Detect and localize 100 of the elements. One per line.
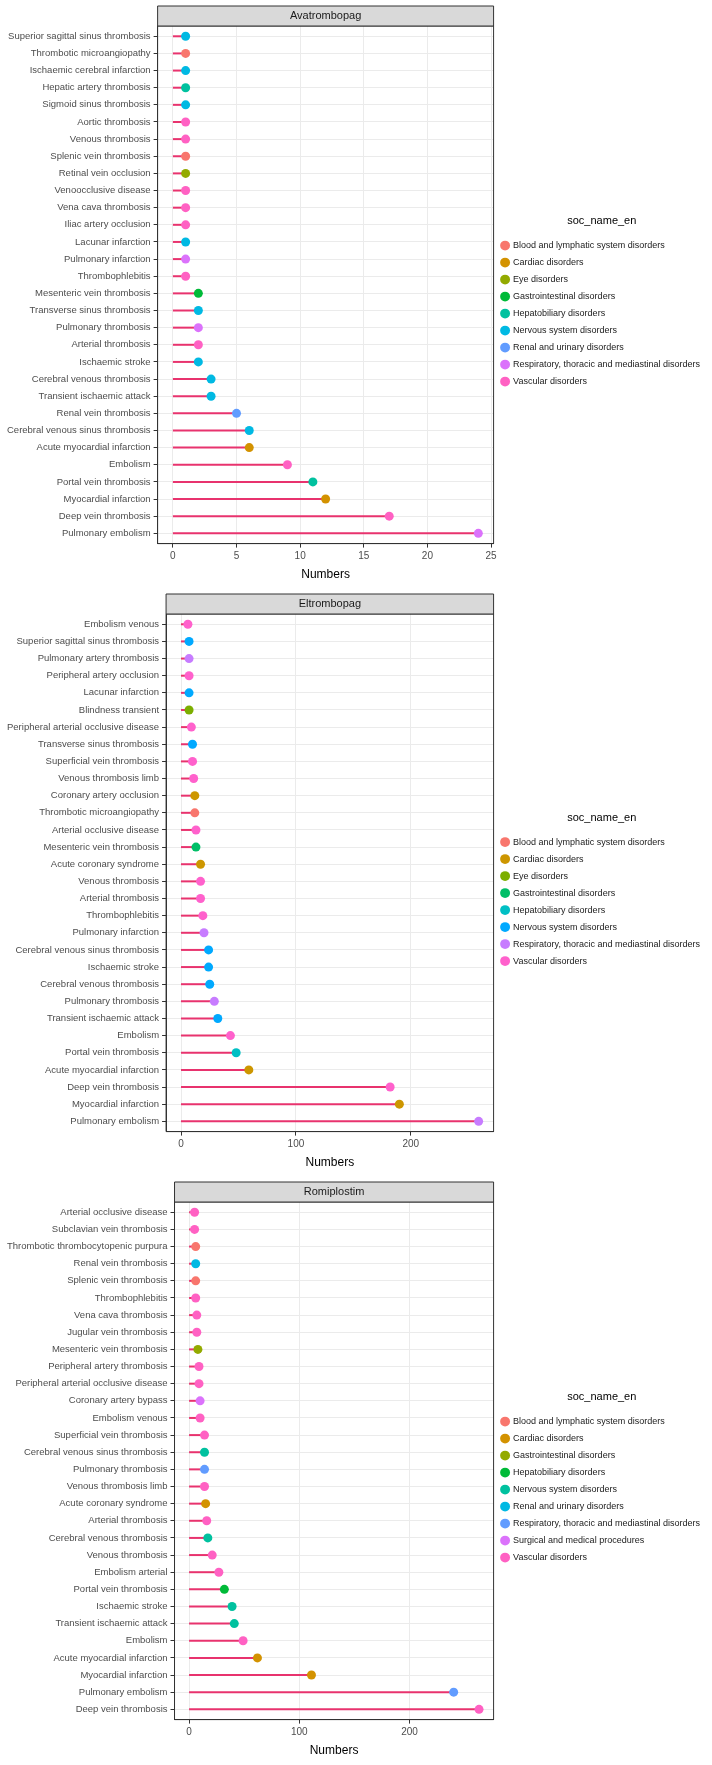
- y-tick-label: Portal vein thrombosis: [65, 1046, 160, 1058]
- legend-label: Renal and urinary disorders: [513, 342, 625, 353]
- y-tick-label: Ischaemic stroke: [79, 355, 151, 367]
- legend-label: Vascular disorders: [513, 1552, 588, 1563]
- y-tick-label: Embolism: [125, 1634, 168, 1646]
- x-axis-title: Numbers: [309, 1743, 359, 1758]
- y-tick-label: Pulmonary embolism: [78, 1685, 168, 1697]
- y-tick-label: Hepatic artery thrombosis: [42, 81, 151, 93]
- y-tick-label: Deep vein thrombosis: [75, 1702, 168, 1714]
- y-tick-label: Deep vein thrombosis: [67, 1080, 160, 1092]
- y-tick-label: Portal vein thrombosis: [56, 475, 151, 487]
- y-tick-label: Thrombotic microangiopathy: [30, 47, 151, 59]
- legend-label: Vascular disorders: [513, 376, 588, 387]
- y-tick-label: Renal vein thrombosis: [56, 406, 151, 418]
- legend-label: Gastrointestinal disorders: [513, 291, 616, 302]
- legend-label: Respiratory, thoracic and mediastinal disorders: [513, 938, 701, 949]
- y-tick-label: Myocardial infarction: [71, 1097, 160, 1109]
- legend-label: Blood and lymphatic system disorders: [513, 1416, 666, 1427]
- x-axis-title: Numbers: [301, 567, 350, 582]
- y-tick-label: Pulmonary embolism: [61, 526, 151, 538]
- y-tick-label: Transient ischaemic attack: [46, 1012, 160, 1024]
- y-tick-label: Acute myocardial infarction: [45, 1063, 160, 1075]
- y-tick-label: Peripheral arterial occlusive disease: [15, 1377, 168, 1389]
- y-tick-label: Pulmonary thrombosis: [56, 321, 151, 333]
- legend-label: Renal and urinary disorders: [513, 1501, 625, 1512]
- legend-label: Surgical and medical procedures: [513, 1535, 645, 1546]
- y-tick-label: Vena cava thrombosis: [57, 201, 151, 213]
- y-tick-label: Peripheral artery occlusion: [46, 669, 160, 681]
- y-tick-label: Venoocclusive disease: [54, 184, 151, 196]
- y-tick-label: Transverse sinus thrombosis: [29, 304, 151, 316]
- y-tick-label: Pulmonary thrombosis: [73, 1462, 168, 1474]
- y-tick-label: Arterial occlusive disease: [60, 1205, 168, 1217]
- y-tick-label: Embolism arterial: [94, 1565, 168, 1577]
- y-tick-label: Pulmonary infarction: [72, 926, 160, 938]
- legend-label: Nervous system disorders: [513, 921, 618, 932]
- x-axis-title: Numbers: [305, 1155, 355, 1170]
- legend-label: Cardiac disorders: [513, 853, 585, 864]
- y-tick-label: Embolism: [108, 458, 151, 470]
- y-tick-label: Renal vein thrombosis: [73, 1257, 168, 1269]
- y-tick-label: Thrombotic microangiopathy: [39, 806, 160, 818]
- legend-label: Cardiac disorders: [513, 1433, 585, 1444]
- legend-label: Blood and lymphatic system disorders: [513, 240, 666, 251]
- legend-label: Vascular disorders: [513, 955, 588, 966]
- y-tick-label: Splenic vein thrombosis: [50, 149, 151, 161]
- y-tick-label: Superior sagittal sinus thrombosis: [16, 635, 160, 647]
- y-tick-label: Thrombotic thrombocytopenic purpura: [6, 1240, 169, 1252]
- y-tick-label: Cerebral venous sinus thrombosis: [15, 943, 160, 955]
- y-tick-label: Thrombophlebitis: [94, 1291, 168, 1303]
- y-tick-label: Vena cava thrombosis: [74, 1308, 168, 1320]
- legend-label: Hepatobiliary disorders: [513, 308, 606, 319]
- legend-label: Blood and lymphatic system disorders: [513, 836, 666, 847]
- y-tick-label: Pulmonary artery thrombosis: [37, 652, 160, 664]
- y-tick-label: Venous thrombosis: [69, 132, 151, 144]
- legend-label: Nervous system disorders: [513, 325, 618, 336]
- y-tick-label: Pulmonary embolism: [70, 1114, 160, 1126]
- x-tick-label: 0: [170, 550, 177, 562]
- y-tick-label: Superficial vein thrombosis: [53, 1428, 168, 1440]
- legend-label: Hepatobiliary disorders: [513, 1467, 606, 1478]
- y-tick-label: Superior sagittal sinus thrombosis: [8, 29, 151, 41]
- y-tick-label: Coronary artery bypass: [68, 1394, 168, 1406]
- y-tick-label: Venous thrombosis: [78, 874, 160, 886]
- y-tick-label: Deep vein thrombosis: [58, 509, 151, 521]
- y-tick-label: Acute myocardial infarction: [53, 1651, 168, 1663]
- y-tick-label: Subclavian vein thrombosis: [51, 1223, 168, 1235]
- x-tick-label: 20: [421, 550, 434, 562]
- y-tick-label: Thrombophlebitis: [77, 269, 151, 281]
- x-tick-label: 100: [287, 1138, 305, 1150]
- y-tick-label: Cerebral venous thrombosis: [40, 977, 160, 989]
- x-tick-label: 5: [233, 550, 240, 562]
- x-tick-label: 100: [290, 1726, 309, 1738]
- legend-label: Nervous system disorders: [513, 1484, 618, 1495]
- y-tick-label: Embolism: [117, 1029, 160, 1041]
- y-tick-label: Arterial thrombosis: [88, 1514, 168, 1526]
- legend-title: soc_name_en: [567, 214, 637, 227]
- chart-title: Eltrombopag: [298, 597, 362, 610]
- y-tick-label: Transverse sinus thrombosis: [37, 737, 160, 749]
- y-tick-label: Pulmonary infarction: [64, 252, 151, 264]
- x-tick-label: 200: [401, 1726, 419, 1738]
- x-tick-label: 0: [178, 1138, 185, 1150]
- legend-label: Gastrointestinal disorders: [513, 1450, 616, 1461]
- y-tick-label: Transient ischaemic attack: [38, 389, 151, 401]
- y-tick-label: Acute myocardial infarction: [36, 441, 151, 453]
- y-tick-label: Coronary artery occlusion: [50, 789, 160, 801]
- y-tick-label: Sigmoid sinus thrombosis: [42, 98, 151, 110]
- y-tick-label: Peripheral artery thrombosis: [48, 1360, 168, 1372]
- y-tick-label: Mesenteric vein thrombosis: [51, 1343, 168, 1355]
- y-tick-label: Ischaemic stroke: [87, 960, 160, 972]
- y-tick-label: Mesenteric vein thrombosis: [43, 840, 160, 852]
- y-tick-label: Cerebral venous thrombosis: [48, 1531, 168, 1543]
- y-tick-label: Venous thrombosis limb: [58, 772, 160, 784]
- y-tick-label: Transient ischaemic attack: [55, 1617, 168, 1629]
- y-tick-label: Mesenteric vein thrombosis: [34, 286, 151, 298]
- legend-label: Hepatobiliary disorders: [513, 904, 606, 915]
- x-tick-label: 200: [402, 1138, 420, 1150]
- y-tick-label: Arterial thrombosis: [71, 338, 151, 350]
- y-tick-label: Ischaemic cerebral infarction: [29, 64, 151, 76]
- legend-label: Gastrointestinal disorders: [513, 887, 616, 898]
- y-tick-label: Arterial thrombosis: [79, 892, 160, 904]
- x-tick-label: 0: [186, 1726, 193, 1738]
- legend-label: Eye disorders: [513, 870, 569, 881]
